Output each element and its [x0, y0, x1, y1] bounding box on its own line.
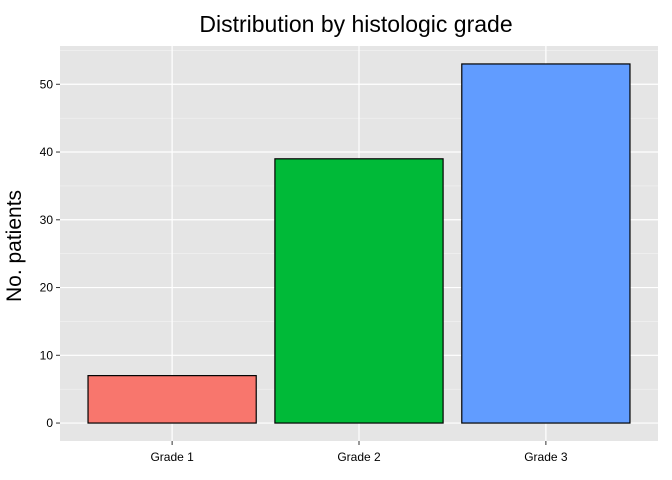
x-tick-label: Grade 3	[524, 450, 568, 464]
y-axis-title: No. patients	[3, 190, 26, 302]
chart-title: Distribution by histologic grade	[199, 11, 512, 37]
y-tick-label: 50	[40, 77, 54, 91]
x-tick-label: Grade 2	[337, 450, 381, 464]
bars	[87, 63, 631, 424]
bar-grade-3	[461, 63, 631, 424]
y-axis-ticks: 0 10 20 30 40 50	[40, 77, 60, 430]
y-tick-label: 40	[40, 145, 54, 159]
x-tick-label: Grade 1	[150, 450, 194, 464]
y-tick-label: 10	[40, 348, 54, 362]
x-axis-ticks: Grade 1 Grade 2 Grade 3	[150, 441, 568, 464]
y-tick-label: 20	[40, 281, 54, 295]
y-tick-label: 0	[46, 416, 53, 430]
bar-grade-1	[87, 375, 257, 424]
y-tick-label: 30	[40, 213, 54, 227]
bar-grade-2	[274, 158, 444, 424]
